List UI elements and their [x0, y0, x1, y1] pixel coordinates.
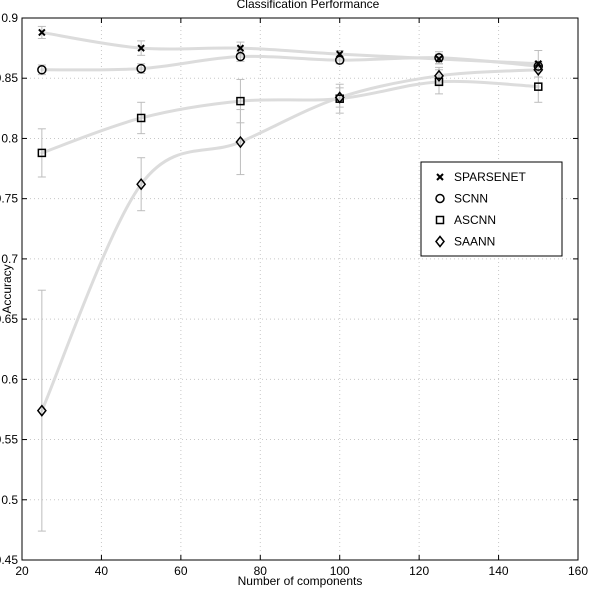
error-bar — [137, 157, 146, 212]
data-point-sparsenet — [137, 44, 145, 52]
y-tick-label: 0.5 — [1, 493, 18, 507]
plot-frame — [21, 17, 579, 561]
error-bar — [335, 87, 344, 108]
y-tick-label: 0.9 — [1, 11, 18, 25]
x-tick-label: 60 — [174, 564, 188, 578]
legend-marker-sparsenet — [436, 173, 444, 181]
x-tick-label: 100 — [330, 564, 350, 578]
error-bars — [37, 25, 543, 532]
legend-marker-scnn — [435, 193, 445, 204]
trend-line-scnn — [40, 54, 540, 72]
data-point-saann — [235, 135, 246, 149]
legend-label: SCNN — [454, 192, 488, 206]
legend: SPARSENET SCNN ASCNN SAANN — [420, 161, 563, 257]
data-point-sparsenet — [236, 44, 245, 52]
x-tick-label: 80 — [254, 564, 268, 578]
data-point-scnn — [235, 51, 246, 62]
y-axis-ticks: 0.45 0.5 0.55 0.6 0.65 0.7 0.75 0.8 0.85 0.9 — [0, 11, 578, 567]
x-tick-label: 20 — [15, 564, 29, 578]
data-point-saann — [533, 63, 544, 76]
grid-lines — [22, 18, 578, 560]
legend-label: SPARSENET — [454, 170, 526, 184]
y-tick-label: 0.7 — [1, 252, 18, 266]
legend-marker-saann — [435, 235, 445, 248]
x-tick-label: 140 — [489, 564, 509, 578]
legend-label: SAANN — [454, 235, 495, 249]
data-point-ascnn — [534, 82, 543, 91]
trend-line-ascnn — [40, 79, 540, 155]
y-tick-label: 0.55 — [0, 433, 18, 447]
error-bar — [236, 109, 245, 176]
data-point-saann — [434, 69, 444, 83]
y-tick-label: 0.65 — [0, 312, 18, 326]
legend-box — [420, 161, 563, 257]
y-axis-title: Accuracy — [0, 264, 14, 313]
data-point-scnn — [37, 65, 47, 75]
chart-title: Classification Performance — [237, 0, 380, 11]
data-point-saann — [136, 178, 147, 191]
data-point-scnn — [334, 55, 345, 65]
x-axis-ticks: 20 40 60 80 100 120 140 160 — [15, 18, 588, 578]
data-point-scnn — [434, 52, 444, 63]
error-bar — [37, 64, 46, 76]
y-tick-label: 0.75 — [0, 192, 18, 206]
error-bar — [37, 289, 46, 532]
data-point-ascnn — [236, 96, 245, 106]
legend-marker-ascnn — [435, 215, 445, 225]
data-point-saann — [334, 91, 345, 104]
data-point-ascnn — [136, 113, 146, 123]
x-tick-label: 120 — [409, 564, 429, 578]
data-point-scnn — [533, 61, 544, 71]
data-markers — [36, 28, 544, 417]
error-bar — [37, 128, 46, 178]
data-point-ascnn — [434, 77, 444, 87]
data-point-saann — [36, 404, 47, 417]
y-tick-label: 0.85 — [0, 71, 18, 85]
y-tick-label: 0.45 — [0, 553, 18, 567]
x-axis-title: Number of components — [238, 574, 363, 588]
x-tick-label: 160 — [568, 564, 588, 578]
error-bar — [137, 101, 146, 135]
y-tick-label: 0.8 — [1, 131, 18, 145]
data-point-sparsenet — [38, 28, 46, 37]
x-tick-label: 40 — [95, 564, 109, 578]
data-point-scnn — [136, 63, 146, 74]
data-point-ascnn — [37, 148, 47, 158]
error-bar — [137, 63, 146, 74]
error-bar — [236, 51, 245, 62]
y-tick-label: 0.6 — [1, 372, 18, 386]
legend-label: ASCNN — [454, 213, 496, 227]
